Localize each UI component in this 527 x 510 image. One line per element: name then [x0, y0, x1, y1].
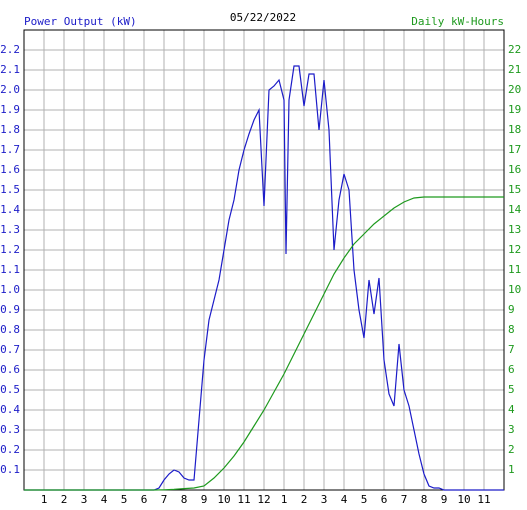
y-tick-label: 0.9	[0, 303, 20, 316]
y-tick-label: 0.7	[0, 343, 20, 356]
x-tick-label: 5	[121, 493, 128, 506]
y2-tick-label: 1	[508, 463, 515, 476]
y-tick-label: 1.0	[0, 283, 20, 296]
y-tick-label: 1.9	[0, 103, 20, 116]
y2-tick-label: 11	[508, 263, 521, 276]
y2-axis-label: Daily kW-Hours	[411, 15, 504, 28]
y2-tick-label: 22	[508, 43, 521, 56]
y2-tick-label: 17	[508, 143, 521, 156]
x-tick-label: 12	[257, 493, 270, 506]
y-tick-label: 1.4	[0, 203, 20, 216]
x-tick-label: 3	[81, 493, 88, 506]
y-tick-label: 0.2	[0, 443, 20, 456]
y-tick-label: 0.1	[0, 463, 20, 476]
y2-tick-label: 14	[508, 203, 522, 216]
x-tick-label: 10	[217, 493, 230, 506]
y2-tick-label: 19	[508, 103, 521, 116]
x-tick-label: 9	[201, 493, 208, 506]
y2-tick-label: 16	[508, 163, 521, 176]
y-tick-label: 2.2	[0, 43, 20, 56]
x-tick-label: 6	[381, 493, 388, 506]
y-tick-label: 1.5	[0, 183, 20, 196]
y2-tick-label: 6	[508, 363, 515, 376]
data-line	[24, 196, 504, 491]
x-tick-label: 1	[281, 493, 288, 506]
y-tick-label: 0.3	[0, 423, 20, 436]
y2-tick-label: 20	[508, 83, 521, 96]
x-tick-label: 2	[61, 493, 68, 506]
y2-tick-label: 10	[508, 283, 521, 296]
x-tick-label: 8	[421, 493, 428, 506]
x-tick-label: 7	[161, 493, 168, 506]
y-axis-label: Power Output (kW)	[24, 15, 137, 28]
x-tick-label: 8	[181, 493, 188, 506]
x-tick-label: 4	[101, 493, 108, 506]
y2-tick-label: 12	[508, 243, 521, 256]
y2-tick-label: 2	[508, 443, 515, 456]
x-tick-label: 11	[237, 493, 250, 506]
y2-tick-label: 9	[508, 303, 515, 316]
x-tick-label: 6	[141, 493, 148, 506]
y-tick-label: 1.8	[0, 123, 20, 136]
y-tick-label: 1.7	[0, 143, 20, 156]
y-tick-label: 0.8	[0, 323, 20, 336]
chart-title: 05/22/2022	[230, 11, 296, 24]
y2-tick-label: 4	[508, 403, 515, 416]
y-tick-label: 2.0	[0, 83, 20, 96]
data-line	[24, 65, 504, 491]
y2-tick-label: 13	[508, 223, 521, 236]
y2-tick-label: 18	[508, 123, 521, 136]
x-tick-label: 5	[361, 493, 368, 506]
y-tick-label: 1.6	[0, 163, 20, 176]
y-tick-label: 2.1	[0, 63, 20, 76]
x-tick-label: 7	[401, 493, 408, 506]
x-tick-label: 3	[321, 493, 328, 506]
y-tick-label: 0.5	[0, 383, 20, 396]
y-tick-label: 0.4	[0, 403, 20, 416]
y-tick-label: 1.1	[0, 263, 20, 276]
x-tick-label: 1	[41, 493, 48, 506]
y2-tick-label: 21	[508, 63, 521, 76]
plot-border	[23, 29, 505, 491]
y2-tick-label: 8	[508, 323, 515, 336]
x-tick-label: 9	[441, 493, 448, 506]
y2-tick-label: 15	[508, 183, 521, 196]
x-tick-label: 2	[301, 493, 308, 506]
x-tick-label: 10	[457, 493, 470, 506]
y-tick-label: 1.3	[0, 223, 20, 236]
x-tick-label: 11	[477, 493, 490, 506]
x-tick-label: 4	[341, 493, 348, 506]
y2-tick-label: 7	[508, 343, 515, 356]
y2-tick-label: 3	[508, 423, 515, 436]
y-tick-label: 0.6	[0, 363, 20, 376]
y-tick-label: 1.2	[0, 243, 20, 256]
y2-tick-label: 5	[508, 383, 515, 396]
